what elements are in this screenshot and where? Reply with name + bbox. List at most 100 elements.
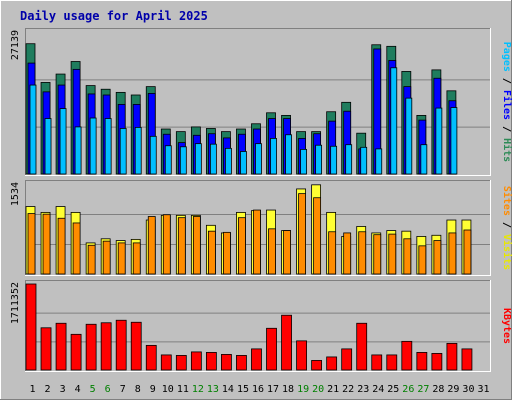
x-tick-label: 19 [297, 384, 309, 395]
bar-pages-day-18 [285, 134, 292, 175]
bar-pages-day-29 [450, 107, 458, 175]
x-tick-label: 2 [45, 384, 51, 395]
x-tick-label: 16 [252, 384, 264, 395]
bar-sites-day-27 [418, 245, 427, 275]
bar-sites-day-30 [463, 229, 472, 275]
bar-kbytes-day-30 [461, 348, 473, 371]
panel-axis-label: KBytes [501, 308, 512, 344]
x-tick-label: 7 [120, 384, 126, 395]
bar-sites-day-18 [283, 230, 291, 275]
x-tick-label: 12 [192, 384, 204, 395]
panel-sites-visits: 1534 Sites / Visits [10, 180, 512, 276]
axis-label-part: KBytes [501, 308, 512, 344]
bar-sites-day-22 [343, 232, 352, 275]
bar-pages-day-3 [59, 108, 67, 175]
x-tick-label: 17 [267, 384, 279, 395]
bar-sites-day-10 [162, 214, 171, 275]
bar-pages-day-1 [29, 84, 37, 175]
bar-sites-day-20 [313, 197, 322, 275]
bar-kbytes-day-18 [281, 314, 292, 371]
bar-kbytes-day-21 [326, 356, 338, 371]
bar-pages-day-15 [240, 151, 247, 175]
bar-sites-day-25 [388, 233, 397, 275]
x-tick-label: 21 [327, 384, 339, 395]
bar-kbytes-day-27 [416, 352, 428, 371]
bar-pages-day-13 [209, 143, 217, 175]
axis-label-part: / [501, 72, 512, 90]
bar-kbytes-day-1 [25, 283, 37, 371]
bar-kbytes-day-4 [70, 333, 82, 371]
x-tick-label: 4 [75, 384, 81, 395]
bar-sites-day-21 [328, 231, 337, 275]
bar-kbytes-day-6 [100, 322, 112, 371]
series-pages [29, 67, 458, 175]
x-tick-label: 14 [222, 384, 234, 395]
bar-pages-day-2 [44, 118, 52, 175]
axis-label-part: / [501, 120, 512, 138]
bar-sites-day-8 [132, 242, 141, 275]
panel-pages-files-hits: 27139 Pages / Files / Hits [10, 28, 512, 176]
bar-pages-day-9 [149, 135, 157, 175]
bar-kbytes-day-10 [160, 354, 172, 371]
bar-kbytes-day-22 [341, 348, 353, 371]
x-tick-label: 6 [105, 384, 111, 395]
x-tick-label: 10 [162, 384, 174, 395]
bar-sites-day-12 [192, 216, 201, 275]
bar-pages-day-22 [345, 144, 353, 175]
bar-pages-day-12 [194, 143, 202, 175]
x-tick-label: 27 [417, 384, 429, 395]
x-tick-label: 22 [342, 384, 354, 395]
bar-pages-day-28 [435, 107, 443, 175]
bar-sites-day-1 [27, 213, 36, 275]
bar-pages-day-17 [270, 138, 277, 175]
bar-sites-day-28 [433, 240, 442, 275]
bar-kbytes-day-13 [205, 352, 217, 371]
x-tick-label: 30 [462, 384, 474, 395]
bar-sites-day-13 [207, 230, 216, 275]
axis-label-part: Visits [501, 234, 512, 270]
bar-pages-day-21 [330, 145, 338, 175]
bar-pages-day-27 [420, 144, 428, 175]
bar-pages-day-11 [179, 146, 187, 175]
bar-pages-day-16 [255, 143, 262, 175]
bar-pages-day-24 [375, 148, 383, 175]
series-kbytes [25, 283, 473, 371]
bar-sites-day-17 [268, 228, 276, 275]
bar-sites-day-14 [223, 231, 231, 275]
axis-label-part: Pages [501, 42, 512, 72]
x-tick-label: 20 [312, 384, 324, 395]
bar-kbytes-day-14 [221, 354, 232, 371]
bar-sites-day-15 [238, 217, 246, 275]
bar-kbytes-day-20 [311, 360, 323, 371]
x-tick-label: 25 [387, 384, 399, 395]
x-tick-label: 11 [177, 384, 189, 395]
bar-pages-day-10 [164, 145, 172, 175]
bar-kbytes-day-2 [40, 327, 52, 371]
x-tick-label: 29 [447, 384, 459, 395]
panel-kbytes: 1711352 KBytes [10, 280, 512, 372]
bar-kbytes-day-29 [446, 342, 458, 371]
bar-sites-day-2 [42, 213, 51, 275]
bar-sites-day-19 [298, 193, 306, 275]
panel-max-label: 1534 [10, 182, 21, 206]
bar-kbytes-day-9 [145, 344, 157, 371]
bar-kbytes-day-28 [431, 353, 443, 371]
x-tick-label: 15 [237, 384, 249, 395]
bar-pages-day-14 [225, 147, 232, 175]
x-tick-label: 26 [402, 384, 414, 395]
axis-label-part: / [501, 216, 512, 234]
x-tick-label: 1 [30, 384, 36, 395]
bar-sites-day-4 [72, 222, 81, 275]
x-axis-day-labels: 1 2 3 4 5 6 7 8 9 10 11 12 13 14 15 16 17 18 19 20 21 22 23 24 2… [30, 384, 490, 395]
bar-kbytes-day-19 [296, 340, 307, 371]
x-tick-label: 8 [135, 384, 141, 395]
bar-kbytes-day-7 [115, 319, 127, 371]
x-tick-label: 31 [477, 384, 489, 395]
bar-pages-day-26 [405, 97, 413, 175]
x-tick-label: 5 [90, 384, 96, 395]
bar-kbytes-day-15 [236, 355, 247, 371]
bar-pages-day-20 [315, 144, 323, 175]
bar-kbytes-day-26 [401, 340, 413, 371]
bar-sites-day-24 [373, 234, 382, 275]
bar-kbytes-day-23 [356, 322, 368, 371]
